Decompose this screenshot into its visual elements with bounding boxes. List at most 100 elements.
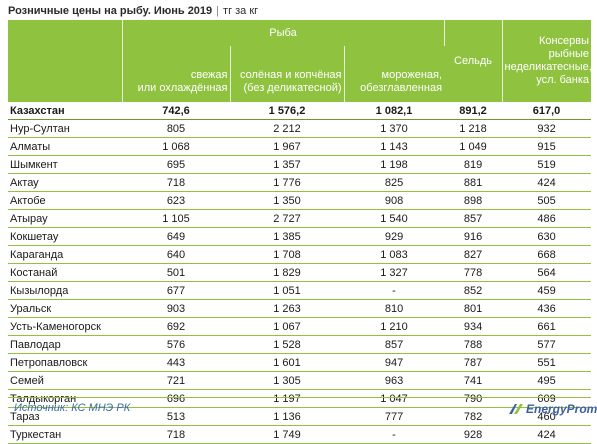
cell-name: Уральск [8, 299, 122, 318]
cell-salted: 1 357 [230, 155, 344, 174]
cell-fresh: 692 [122, 317, 230, 336]
cell-canned: 564 [502, 263, 592, 282]
table-row: Уральск 903 1 263 810 801 436 [8, 299, 592, 318]
cell-name: Семей [8, 371, 122, 390]
cell-frozen: 947 [344, 353, 445, 372]
header-city [8, 20, 123, 102]
cell-salted: 1 528 [230, 335, 344, 354]
cell-canned: 577 [502, 335, 592, 354]
cell-fresh: 1 068 [122, 137, 230, 156]
cell-canned: 519 [502, 155, 592, 174]
footer-divider [8, 397, 591, 398]
cell-name: Актау [8, 173, 122, 192]
table-row: Костанай 501 1 829 1 327 778 564 [8, 263, 592, 282]
cell-frozen: 1 047 [344, 389, 445, 408]
cell-name: Казахстан [8, 102, 122, 120]
table-row: Семей 721 1 305 963 741 495 [8, 371, 592, 390]
cell-name: Актобе [8, 191, 122, 210]
cell-frozen: 1 327 [344, 263, 445, 282]
table-row: Кызылорда 677 1 051-852 459 [8, 281, 592, 300]
table-row: Туркестан 718 1 749-928 424 [8, 425, 592, 444]
cell-herring: 891,2 [444, 102, 503, 120]
cell-name: Караганда [8, 245, 122, 264]
header-herring: Сельдь [444, 20, 503, 102]
cell-herring: 741 [444, 371, 503, 390]
cell-fresh: 623 [122, 191, 230, 210]
cell-herring: 881 [444, 173, 503, 192]
cell-canned: 459 [502, 281, 592, 300]
cell-herring: 787 [444, 353, 503, 372]
cell-fresh: 696 [122, 389, 230, 408]
cell-salted: 1 197 [230, 389, 344, 408]
cell-fresh: 677 [122, 281, 230, 300]
table-header: Рыба Сельдь Консервы рыбные неделикатесн… [8, 20, 592, 102]
cell-salted: 1 136 [230, 407, 344, 426]
cell-salted: 1 708 [230, 245, 344, 264]
cell-canned: 486 [502, 209, 592, 228]
cell-herring: 1 218 [444, 119, 503, 138]
table-row: Кокшетау 649 1 385 929 916 630 [8, 227, 592, 246]
cell-frozen: 810 [344, 299, 445, 318]
cell-fresh: 501 [122, 263, 230, 282]
header-fresh: свежая или охлаждённая [122, 46, 231, 102]
cell-fresh: 513 [122, 407, 230, 426]
cell-fresh: 695 [122, 155, 230, 174]
cell-fresh: 718 [122, 425, 230, 444]
cell-salted: 1 749 [230, 425, 344, 444]
cell-name: Алматы [8, 137, 122, 156]
cell-canned: 460 [502, 407, 592, 426]
cell-herring: 852 [444, 281, 503, 300]
cell-name: Павлодар [8, 335, 122, 354]
cell-frozen: - [344, 425, 445, 444]
cell-canned: 505 [502, 191, 592, 210]
cell-frozen: 908 [344, 191, 445, 210]
unit-label: тг за кг [223, 5, 259, 17]
cell-salted: 2 212 [230, 119, 344, 138]
title-separator: | [216, 5, 220, 17]
cell-frozen: 777 [344, 407, 445, 426]
cell-fresh: 649 [122, 227, 230, 246]
cell-herring: 782 [444, 407, 503, 426]
cell-herring: 898 [444, 191, 503, 210]
cell-name: Кызылорда [8, 281, 122, 300]
cell-salted: 1 601 [230, 353, 344, 372]
cell-canned: 424 [502, 173, 592, 192]
table-title-bar: Розничные цены на рыбу. Июнь 2019 | тг за … [8, 2, 588, 20]
cell-herring: 827 [444, 245, 503, 264]
cell-canned: 915 [502, 137, 592, 156]
cell-herring: 1 049 [444, 137, 503, 156]
cell-name: Кокшетау [8, 227, 122, 246]
table-title: Розничные цены на рыбу. Июнь 2019 [8, 5, 213, 17]
table-row: Нур-Султан 805 2 212 1 370 1 218 932 [8, 119, 592, 138]
source-note: Источник: КС МНЭ РК [14, 402, 131, 414]
cell-salted: 1 576,2 [230, 102, 344, 120]
cell-frozen: 1 082,1 [344, 102, 445, 120]
cell-frozen: - [344, 281, 445, 300]
cell-fresh: 718 [122, 173, 230, 192]
cell-name: Туркестан [8, 425, 122, 444]
cell-herring: 788 [444, 335, 503, 354]
cell-fresh: 805 [122, 119, 230, 138]
cell-fresh: 721 [122, 371, 230, 390]
cell-fresh: 1 105 [122, 209, 230, 228]
cell-herring: 934 [444, 317, 503, 336]
cell-herring: 790 [444, 389, 503, 408]
cell-herring: 801 [444, 299, 503, 318]
table-row: Шымкент 695 1 357 1 198 819 519 [8, 155, 592, 174]
brand-name: EnergyProm [526, 402, 597, 416]
cell-salted: 2 727 [230, 209, 344, 228]
cell-salted: 1 776 [230, 173, 344, 192]
header-canned: Консервы рыбные неделикатесные, усл. бан… [502, 20, 592, 102]
cell-frozen: 857 [344, 335, 445, 354]
table-row: Павлодар 576 1 528 857 788 577 [8, 335, 592, 354]
cell-fresh: 742,6 [122, 102, 230, 120]
cell-fresh: 903 [122, 299, 230, 318]
cell-frozen: 1 370 [344, 119, 445, 138]
cell-name: Усть-Каменогорск [8, 317, 122, 336]
cell-frozen: 1 210 [344, 317, 445, 336]
cell-name: Костанай [8, 263, 122, 282]
cell-canned: 661 [502, 317, 592, 336]
table-row: Петропавловск 443 1 601 947 787 551 [8, 353, 592, 372]
cell-frozen: 825 [344, 173, 445, 192]
cell-frozen: 1 143 [344, 137, 445, 156]
